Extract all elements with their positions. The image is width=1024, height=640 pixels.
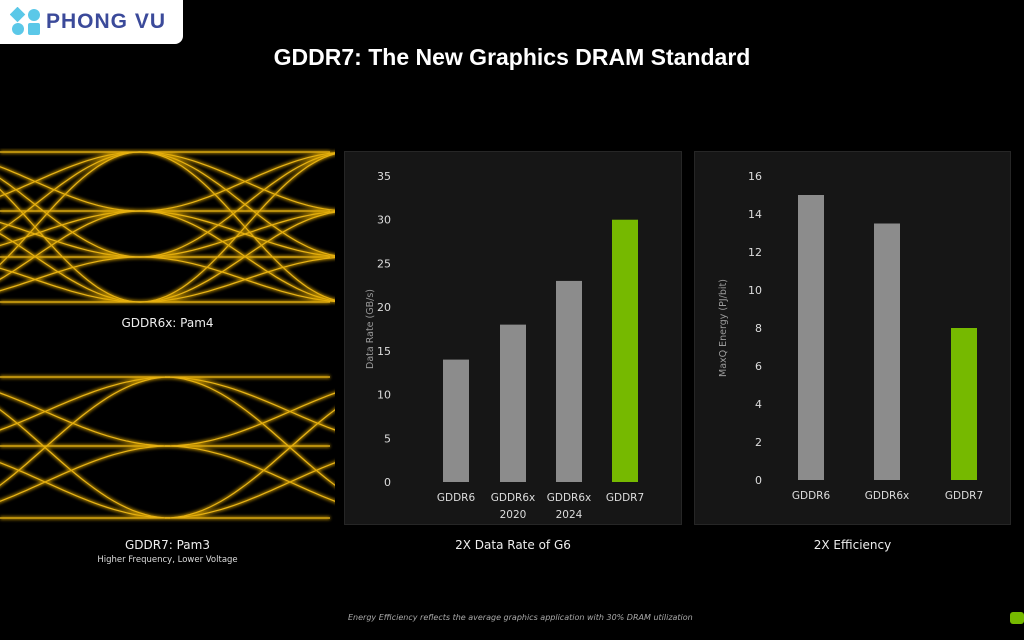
x-tick-label: GDDR7 <box>606 492 644 504</box>
eye-transition-curve <box>139 152 335 212</box>
x-tick-label: GDDR6 <box>792 490 831 502</box>
y-tick-label: 12 <box>748 246 762 259</box>
logo-text: PHONG VU <box>46 10 167 33</box>
bar-gddr7 <box>612 219 638 482</box>
x-tick-label: GDDR6x <box>547 492 592 504</box>
x-tick-label: 2024 <box>556 509 583 521</box>
x-tick-label: GDDR6x <box>865 490 910 502</box>
x-tick-label: GDDR6x <box>491 492 536 504</box>
eye-transition-curve <box>0 376 171 431</box>
y-axis-label: Data Rate (GB/s) <box>365 289 376 369</box>
bar-gddr6x-2024 <box>556 280 582 482</box>
efficiency-chart-panel: 0 2 4 6 8 10 12 14 16 MaxQ Energy (PJ/bit) GDDR6 GD… <box>694 151 1011 525</box>
eye-transition-curve <box>0 392 171 447</box>
y-tick-label: 14 <box>748 208 762 221</box>
y-tick-label: 15 <box>377 345 391 358</box>
y-tick-label: 25 <box>377 257 391 270</box>
nvidia-logo-icon <box>1010 612 1024 624</box>
footnote: Energy Efficiency reflects the average g… <box>348 613 693 622</box>
eye-transition-curve <box>0 166 141 212</box>
bar-gddr6x <box>874 223 900 480</box>
data-rate-chart-title: 2X Data Rate of G6 <box>455 538 571 552</box>
y-tick-label: 10 <box>377 389 391 402</box>
y-tick-label: 0 <box>384 476 391 489</box>
phong-vu-logo: PHONG VU <box>0 0 183 44</box>
y-tick-label: 0 <box>755 474 762 487</box>
y-tick-label: 30 <box>377 214 391 227</box>
x-tick-label: 2020 <box>500 509 527 521</box>
bar-gddr7 <box>951 328 977 480</box>
pam4-eye-diagram <box>0 150 335 304</box>
pam3-caption: GDDR7: Pam3 <box>125 538 210 552</box>
data-rate-chart-panel: 0 5 10 15 20 25 30 35 Data Rate (GB/s) GDDR6 GDDR6… <box>344 151 682 525</box>
y-tick-label: 10 <box>748 284 762 297</box>
pam4-caption: GDDR6x: Pam4 <box>121 316 214 330</box>
eye-transition-curve <box>0 151 141 197</box>
y-tick-label: 16 <box>748 170 762 183</box>
eye-transition-curve <box>139 151 335 211</box>
y-tick-label: 6 <box>755 360 762 373</box>
pam3-subcaption: Higher Frequency, Lower Voltage <box>97 555 238 565</box>
y-tick-label: 35 <box>377 170 391 183</box>
bar-gddr6x-2020 <box>500 324 526 482</box>
efficiency-chart: 0 2 4 6 8 10 12 14 16 MaxQ Energy (PJ/bit) GDDR6 GD… <box>718 170 983 502</box>
eye-transition-curve <box>164 392 335 447</box>
eye-transition-curve <box>139 151 335 301</box>
bar-gddr6 <box>798 195 824 480</box>
y-tick-label: 4 <box>755 398 762 411</box>
x-tick-label: GDDR6 <box>437 492 476 504</box>
pam3-eye-diagram <box>0 375 335 520</box>
y-tick-label: 20 <box>377 301 391 314</box>
eye-transition-curve <box>164 376 335 431</box>
x-tick-label: GDDR7 <box>945 490 983 502</box>
data-rate-chart: 0 5 10 15 20 25 30 35 Data Rate (GB/s) GDDR6 GDDR6… <box>365 170 644 521</box>
y-tick-label: 2 <box>755 436 762 449</box>
efficiency-chart-title: 2X Efficiency <box>813 538 892 552</box>
y-tick-label: 8 <box>755 322 762 335</box>
y-axis-label: MaxQ Energy (PJ/bit) <box>718 279 729 377</box>
y-tick-label: 5 <box>384 432 391 445</box>
bar-gddr6 <box>443 359 469 482</box>
eye-transition-curve <box>139 153 335 303</box>
logo-mark-icon <box>10 7 40 35</box>
page-title: GDDR7: The New Graphics DRAM Standard <box>273 44 751 70</box>
